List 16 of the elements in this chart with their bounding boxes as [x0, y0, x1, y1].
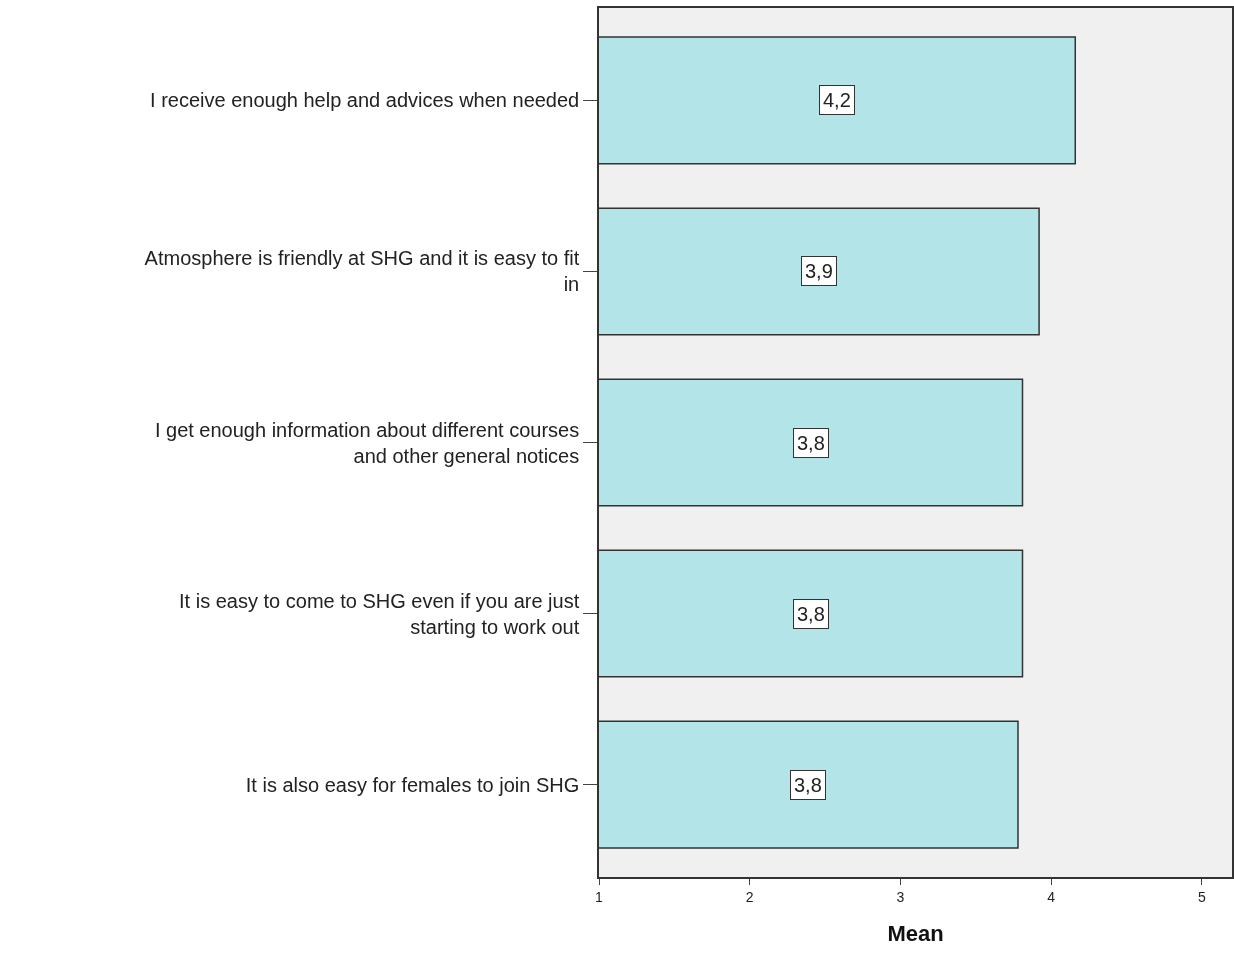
- x-tick-label: 1: [595, 888, 604, 905]
- x-tick-label: 4: [1047, 888, 1056, 905]
- y-tick-label: Atmosphere is friendly at SHG and it is easy to fit in: [144, 247, 580, 296]
- x-tick-label: 5: [1197, 888, 1206, 905]
- y-tick-label: I receive enough help and advices when needed: [150, 89, 580, 112]
- x-axis-title: Mean: [887, 920, 944, 946]
- x-tick-label: 3: [896, 888, 905, 905]
- data-label: 3,8: [797, 432, 825, 454]
- y-tick-label: It is also easy for females to join SHG: [245, 773, 580, 796]
- data-label: 3,8: [797, 603, 825, 625]
- data-label: 3,9: [805, 260, 833, 282]
- data-label: 3,8: [794, 774, 822, 796]
- x-tick-label: 2: [745, 888, 754, 905]
- y-tick-label: I get enough information about different courses and other general notices: [154, 418, 580, 467]
- data-label: 4,2: [823, 89, 851, 111]
- y-tick-label: It is easy to come to SHG even if you are just starting to work out: [179, 589, 580, 638]
